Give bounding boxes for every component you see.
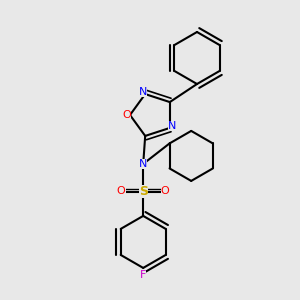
Text: N: N: [139, 159, 147, 169]
Text: O: O: [123, 110, 131, 120]
Text: N: N: [168, 121, 176, 131]
Text: O: O: [117, 186, 126, 196]
Text: N: N: [139, 87, 147, 97]
Text: O: O: [161, 186, 170, 196]
Text: S: S: [139, 185, 148, 198]
Text: F: F: [140, 270, 146, 280]
